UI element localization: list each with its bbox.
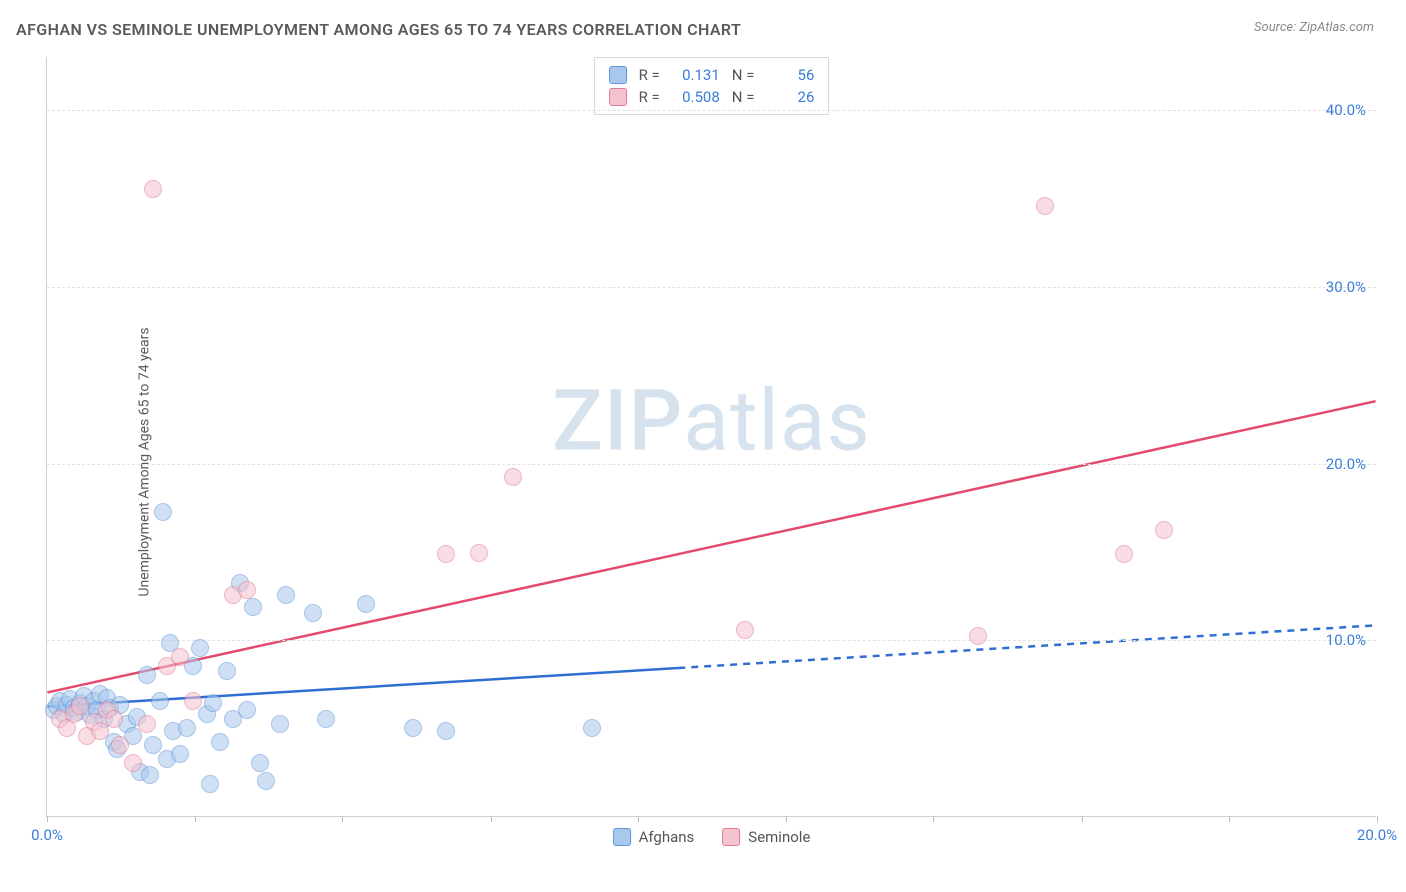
x-tick (47, 816, 48, 822)
x-tick (342, 816, 343, 822)
r-label: R = (639, 88, 660, 106)
swatch-afghans-icon (613, 828, 631, 846)
x-tick (638, 816, 639, 822)
data-point-seminole (238, 581, 256, 599)
gridline (47, 287, 1376, 288)
swatch-seminole-icon (722, 828, 740, 846)
data-point-afghans (271, 715, 289, 733)
data-point-afghans (244, 598, 262, 616)
gridline (47, 110, 1376, 111)
data-point-seminole (184, 692, 202, 710)
data-point-seminole (437, 545, 455, 563)
data-point-seminole (105, 710, 123, 728)
legend-item-seminole: Seminole (722, 828, 810, 846)
gridline (47, 640, 1376, 641)
watermark-atlas: atlas (683, 372, 871, 471)
data-point-seminole (470, 544, 488, 562)
data-point-seminole (71, 697, 89, 715)
data-point-seminole (1155, 521, 1173, 539)
data-point-afghans (357, 595, 375, 613)
legend-label-seminole: Seminole (748, 828, 810, 846)
x-tick-label: 0.0% (31, 826, 63, 844)
data-point-afghans (201, 775, 219, 793)
legend-stats-row-afghans: R = 0.131 N = 56 (609, 64, 815, 86)
y-tick-label: 30.0% (1326, 278, 1366, 296)
data-point-afghans (171, 745, 189, 763)
legend-label-afghans: Afghans (639, 828, 695, 846)
x-tick (933, 816, 934, 822)
r-value-afghans: 0.131 (668, 66, 720, 84)
data-point-afghans (238, 701, 256, 719)
watermark-zip: ZIP (552, 372, 683, 471)
legend-series: Afghans Seminole (613, 828, 811, 846)
r-label: R = (639, 66, 660, 84)
x-tick (1377, 816, 1378, 822)
data-point-afghans (144, 736, 162, 754)
data-point-seminole (1115, 545, 1133, 563)
data-point-afghans (218, 662, 236, 680)
swatch-seminole-icon (609, 88, 627, 106)
y-tick-label: 20.0% (1326, 455, 1366, 473)
data-point-afghans (437, 722, 455, 740)
data-point-afghans (257, 772, 275, 790)
data-point-seminole (111, 736, 129, 754)
y-tick-label: 40.0% (1326, 101, 1366, 119)
trend-line (678, 625, 1375, 668)
data-point-afghans (277, 586, 295, 604)
plot-area: ZIPatlas R = 0.131 N = 56 R = 0.508 N = … (46, 57, 1376, 817)
data-point-afghans (178, 719, 196, 737)
data-point-afghans (304, 604, 322, 622)
swatch-afghans-icon (609, 66, 627, 84)
x-tick (786, 816, 787, 822)
r-value-seminole: 0.508 (668, 88, 720, 106)
data-point-seminole (124, 754, 142, 772)
data-point-afghans (583, 719, 601, 737)
trend-line (47, 401, 1375, 692)
data-point-afghans (141, 766, 159, 784)
x-tick-label: 20.0% (1357, 826, 1397, 844)
chart-title: AFGHAN VS SEMINOLE UNEMPLOYMENT AMONG AG… (16, 20, 741, 39)
legend-stats: R = 0.131 N = 56 R = 0.508 N = 26 (594, 57, 830, 115)
data-point-afghans (151, 692, 169, 710)
data-point-afghans (204, 694, 222, 712)
data-point-seminole (969, 627, 987, 645)
data-point-seminole (171, 648, 189, 666)
watermark: ZIPatlas (552, 372, 871, 471)
n-label: N = (732, 66, 755, 84)
data-point-seminole (1036, 197, 1054, 215)
x-tick (195, 816, 196, 822)
n-value-seminole: 26 (762, 88, 814, 106)
n-value-afghans: 56 (762, 66, 814, 84)
data-point-afghans (191, 639, 209, 657)
y-tick-label: 10.0% (1326, 631, 1366, 649)
data-point-afghans (404, 719, 422, 737)
data-point-seminole (138, 715, 156, 733)
data-point-afghans (317, 710, 335, 728)
legend-item-afghans: Afghans (613, 828, 695, 846)
data-point-afghans (138, 666, 156, 684)
x-tick (1229, 816, 1230, 822)
data-point-afghans (154, 503, 172, 521)
data-point-afghans (211, 733, 229, 751)
source-label: Source: ZipAtlas.com (1254, 20, 1374, 35)
data-point-seminole (504, 468, 522, 486)
x-tick (1082, 816, 1083, 822)
gridline (47, 464, 1376, 465)
data-point-seminole (144, 180, 162, 198)
data-point-seminole (736, 621, 754, 639)
n-label: N = (732, 88, 755, 106)
data-point-afghans (251, 754, 269, 772)
legend-stats-row-seminole: R = 0.508 N = 26 (609, 86, 815, 108)
chart-container: Unemployment Among Ages 65 to 74 years Z… (0, 47, 1406, 877)
x-tick (491, 816, 492, 822)
